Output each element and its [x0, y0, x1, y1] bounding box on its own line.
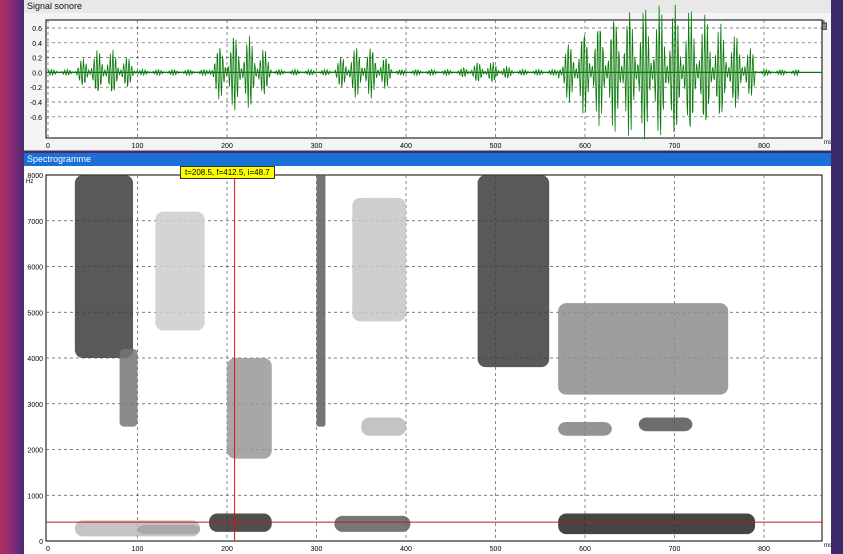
- spectrogram-plot[interactable]: 8000 7000 6000 5000 4000 3000 2000 1000 0 Hz 0 100 2…: [24, 153, 831, 554]
- spectrogram-y-tick-label: 0: [39, 539, 43, 546]
- spectrogram-energy-region: [558, 303, 729, 395]
- waveform-y-tick-label: -0.6: [30, 115, 42, 122]
- spectrogram-energy-region: [477, 175, 550, 368]
- spectrogram-energy-region: [334, 515, 411, 532]
- spectrogram-title: Spectrogramme: [24, 153, 831, 166]
- spectrogram-energy-region: [352, 197, 406, 322]
- waveform-x-tick-label: 500: [490, 143, 502, 150]
- spectrogram-energy: [74, 175, 756, 537]
- waveform-x-unit: ms: [824, 140, 831, 146]
- waveform-y-tick-label: 0.6: [32, 26, 42, 33]
- spectrogram-energy-region: [155, 211, 205, 331]
- spectrogram-x-tick-label: 300: [311, 546, 323, 553]
- spectrogram-x-tick-label: 700: [669, 546, 681, 553]
- spectrogram-energy-region: [558, 513, 756, 535]
- waveform-y-tick-label: -0.2: [30, 85, 42, 92]
- spectrogram-panel[interactable]: Spectrogramme 8000 7000 6000 5000 4000 3000 20…: [24, 153, 831, 554]
- spectrogram-energy-region: [209, 513, 272, 532]
- spectrogram-energy-region: [74, 175, 134, 358]
- spectrogram-y-tick-label: 4000: [27, 356, 43, 363]
- waveform-title: Signal sonore: [24, 0, 831, 13]
- spectrogram-y-tick-label: 2000: [27, 448, 43, 455]
- spectrogram-energy-region: [558, 422, 612, 436]
- spectrogram-x-tick-label: 600: [579, 546, 591, 553]
- waveform-x-tick-label: 400: [400, 143, 412, 150]
- spectrogram-x-tick-label: 0: [46, 546, 50, 553]
- spectrogram-y-tick-label: 3000: [27, 402, 43, 409]
- waveform-panel[interactable]: Signal sonore 0.6 0.4 0.2 0.0 -0.2 -0.4 -0.6 0 1…: [24, 0, 831, 151]
- spectrogram-energy-region: [638, 417, 693, 432]
- waveform-plot-area: [45, 19, 823, 139]
- waveform-x-tick-label: 100: [132, 143, 144, 150]
- waveform-x-tick-label: 800: [758, 143, 770, 150]
- waveform-y-tick-label: 0.4: [32, 41, 42, 48]
- waveform-y-tick-label: -0.4: [30, 100, 42, 107]
- waveform-y-tick-label: 0.2: [32, 56, 42, 63]
- spectrogram-energy-region: [119, 348, 138, 427]
- waveform-plot[interactable]: 0.6 0.4 0.2 0.0 -0.2 -0.4 -0.6 0 100 200 300 400 500…: [24, 0, 831, 150]
- waveform-x-tick-label: 600: [579, 143, 591, 150]
- spectrogram-x-tick-label: 800: [758, 546, 770, 553]
- spectrogram-y-tick-label: 5000: [27, 310, 43, 317]
- cursor-readout: t=208.5, f=412.5, i=48.7: [180, 166, 275, 179]
- spectrogram-energy-region: [227, 358, 272, 459]
- spectrogram-y-tick-label: 1000: [27, 493, 43, 500]
- waveform-x-tick-label: 700: [669, 143, 681, 150]
- spectrogram-energy-region: [316, 175, 326, 427]
- spectrogram-y-tick-label: 7000: [27, 219, 43, 226]
- waveform-y-tick-label: 0.0: [32, 70, 42, 77]
- spectrogram-energy-region: [137, 524, 201, 535]
- spectrogram-x-tick-label: 400: [400, 546, 412, 553]
- spectrogram-x-tick-label: 100: [132, 546, 144, 553]
- waveform-trace: [47, 4, 800, 140]
- spectrogram-y-unit: Hz: [26, 179, 33, 185]
- waveform-x-tick-label: 0: [46, 143, 50, 150]
- waveform-x-tick-label: 300: [311, 143, 323, 150]
- spectrogram-y-tick-label: 8000: [27, 173, 43, 180]
- spectrogram-energy-region: [361, 417, 406, 436]
- spectrogram-x-unit: ms: [824, 543, 831, 549]
- spectrogram-y-tick-label: 6000: [27, 265, 43, 272]
- spectrogram-x-tick-label: 200: [221, 546, 233, 553]
- spectrogram-x-tick-label: 500: [490, 546, 502, 553]
- waveform-x-tick-label: 200: [221, 143, 233, 150]
